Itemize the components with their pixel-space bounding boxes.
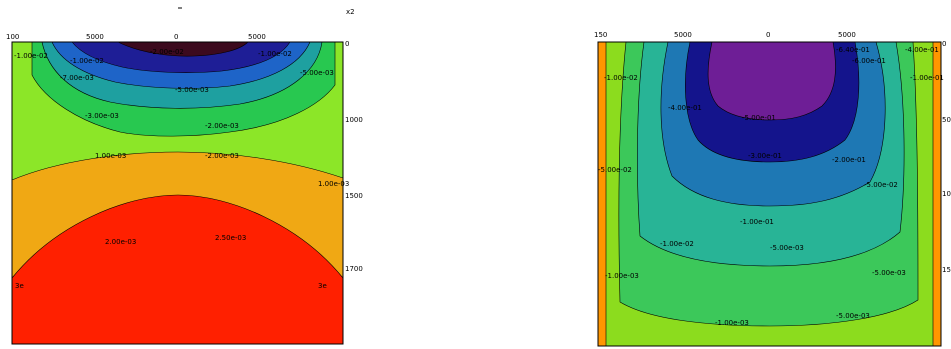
- left-right-tick-4: 1700: [345, 265, 363, 273]
- right-right-tick-4: 1500: [942, 266, 951, 274]
- left-contour-label-5: -3.00e-03: [85, 112, 119, 120]
- left-contour-label-6: -2.00e-03: [205, 122, 239, 130]
- right-contour-label-12: -1.00e-03: [715, 319, 749, 327]
- left-contour-label-10: 3e: [15, 282, 24, 290]
- left-contour-label-8: 2.00e-03: [105, 238, 136, 246]
- right-plot-border: [597, 41, 942, 347]
- right-contour-label-10: -5.00e-03: [770, 244, 804, 252]
- left-top-tick-1: 100: [6, 33, 19, 41]
- left-contour-label-9: 2.50e-03: [215, 234, 246, 242]
- right-contour-label-18: -5.00e-03: [872, 269, 906, 277]
- left-top-tick-3: 0: [174, 33, 178, 41]
- left-contour-label-16: -1.00e-02: [14, 52, 48, 60]
- right-contour-label-8: -5.00e-02: [864, 181, 898, 189]
- right-top-tick-4: 5000: [838, 31, 856, 39]
- right-contour-label-5: -3.00e-01: [748, 152, 782, 160]
- right-contour-label-1: -6.40e-01: [836, 46, 870, 54]
- right-contour-label-9: -1.00e-02: [660, 240, 694, 248]
- right-top-tick-2: 5000: [674, 31, 692, 39]
- left-contour-label-11: -1.00e-02: [258, 50, 292, 58]
- right-top-tick-3: 0: [766, 31, 770, 39]
- left-contour-label-1: -2.00e-02: [150, 48, 184, 56]
- right-right-tick-1: 0: [942, 40, 946, 48]
- right-contour-label-13: -5.00e-03: [836, 312, 870, 320]
- left-contour-label-7: 1.00e-03: [95, 152, 126, 160]
- right-contour-label-3: -5.00e-01: [742, 114, 776, 122]
- left-contour-label-15: 3e: [318, 282, 327, 290]
- right-contour-label-2: -6.00e-01: [852, 57, 886, 65]
- left-contour-label-2: -1.00e-02: [70, 57, 104, 65]
- right-contour-label-16: -4.00e-01: [905, 46, 939, 54]
- right-region-purple: [707, 41, 836, 121]
- right-contour-label-7: -1.00e-01: [740, 218, 774, 226]
- left-top-tick-2: 5000: [86, 33, 104, 41]
- left-right-tick-2: 1000: [345, 116, 363, 124]
- left-right-tick-3: 1500: [345, 192, 363, 200]
- right-right-tick-3: 1000: [942, 190, 951, 198]
- right-contour-label-11: -1.00e-03: [605, 272, 639, 280]
- left-contour-label-3: -7.00e-03: [60, 74, 94, 82]
- right-contour-label-17: -1.00e-01: [910, 74, 944, 82]
- right-contour-label-6: -2.00e-01: [832, 156, 866, 164]
- left-right-tick-1: 0: [345, 40, 349, 48]
- left-plot-border: [11, 41, 344, 345]
- right-contour-label-15: -5.00e-02: [598, 166, 632, 174]
- left-contour-label-4: -5.00e-03: [175, 86, 209, 94]
- left-contour-label-12: -5.00e-03: [300, 69, 334, 77]
- left-plot-area: [11, 41, 344, 345]
- left-top-tick-4: 5000: [248, 33, 266, 41]
- left-contour-label-13: -2.00e-03: [205, 152, 239, 160]
- left-corner-mark: x2: [346, 8, 355, 16]
- right-contour-label-14: -1.00e-02: [604, 74, 638, 82]
- right-right-tick-2: 500: [942, 116, 951, 124]
- right-top-tick-1: 150: [594, 31, 607, 39]
- right-contour-label-4: -4.00e-01: [668, 104, 702, 112]
- left-contour-label-14: 1.00e-03: [318, 180, 349, 188]
- right-plot-area: [597, 41, 942, 347]
- left-region-darkred: [117, 41, 249, 57]
